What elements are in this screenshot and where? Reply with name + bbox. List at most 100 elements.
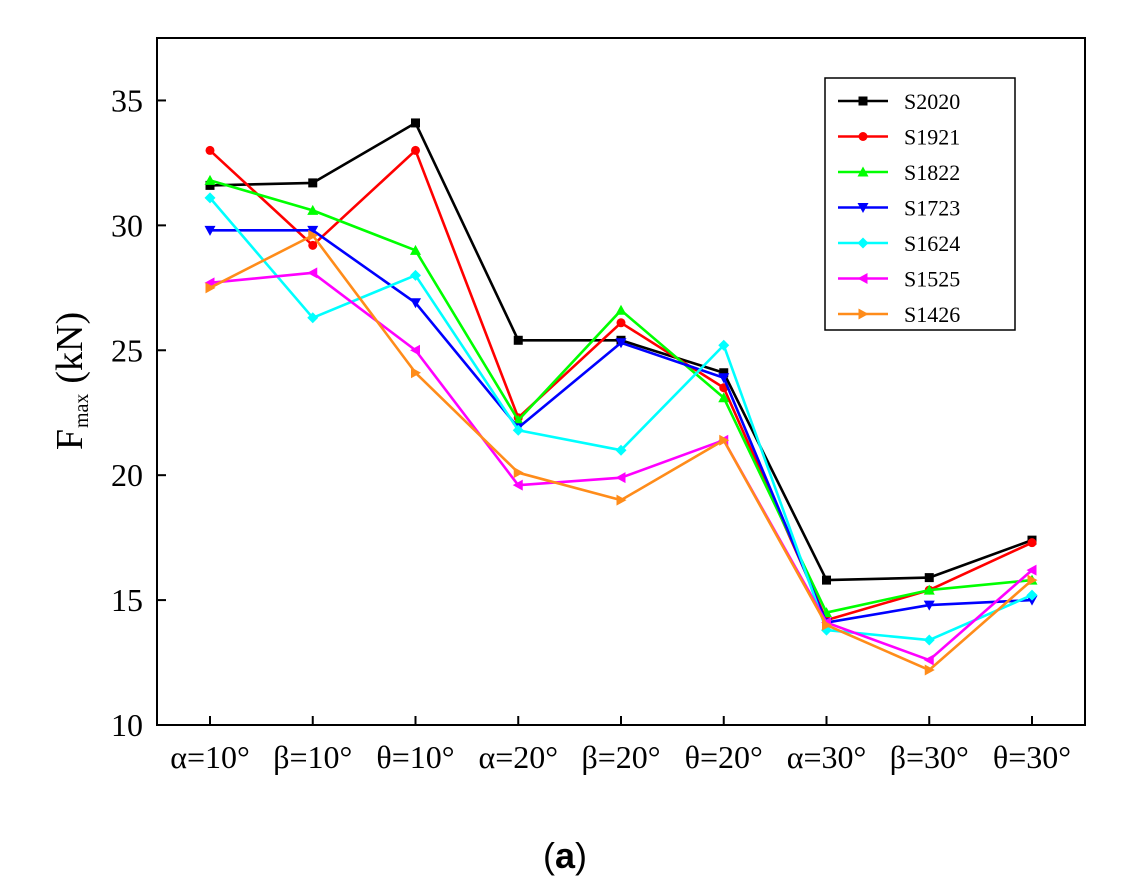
data-point [923,584,935,595]
legend-item: S1426 [838,302,960,327]
data-point [205,180,215,190]
data-point [204,174,216,185]
data-point [1026,564,1037,576]
legend-marker [858,132,868,141]
y-tick-label: 35 [111,82,143,118]
data-point [410,269,421,281]
x-tick-label: β=10° [273,739,352,775]
data-point [718,373,730,384]
data-point [615,338,627,349]
y-axis-title-subscript: max [71,394,93,428]
data-point [512,479,523,491]
data-point [411,145,420,155]
series-layer [204,118,1038,676]
data-point [410,298,421,309]
panel-label-letter: a [555,835,576,876]
legend-label: S1525 [904,267,960,292]
x-tick-label: θ=30° [993,739,1071,775]
x-tick-label: α=30° [787,739,867,775]
data-point [307,312,319,324]
legend-label: S1822 [904,160,960,185]
data-point [411,367,421,379]
y-axis: 10 15 20 25 30 35 [111,82,166,743]
y-tick-label: 15 [111,582,143,618]
data-point [923,600,935,611]
legend-item: S1525 [838,267,960,292]
legend-item: S1822 [838,160,960,185]
data-point [615,304,627,315]
data-point [1027,538,1037,548]
y-axis-title-unit: (kN) [49,312,91,384]
data-point [308,178,318,188]
data-point [822,619,832,631]
data-point [718,339,730,351]
legend-item: S1921 [838,125,960,150]
data-point [718,392,730,403]
legend-label: S1723 [904,196,960,221]
legend-label: S1921 [904,125,960,150]
legend-box [824,77,1016,331]
data-point [308,229,319,241]
y-tick-label: 25 [111,332,143,368]
x-tick-label: β=20° [581,739,660,775]
data-point [615,472,626,484]
legend-marker [857,166,869,177]
data-point [923,634,935,646]
data-point [615,444,627,456]
data-point [1027,574,1038,586]
x-tick-label: θ=20° [685,739,763,775]
data-point [719,368,729,378]
x-tick-label: α=20° [478,739,558,775]
data-point [512,424,524,436]
data-point [204,192,216,204]
series-S1624 [204,192,1038,646]
legend-label: S1624 [904,231,960,256]
x-tick-label: α=10° [170,739,250,775]
data-point [513,335,523,345]
legend-marker [857,237,869,249]
legend-marker [858,96,868,106]
y-tick-label: 10 [111,707,143,743]
data-point [822,575,831,585]
data-point [924,573,934,583]
x-axis: α=10° β=10° θ=10° α=20° β=20° θ=20° α=30° β=30°… [170,716,1071,775]
data-point [204,225,216,236]
data-point [205,145,215,155]
legend-label: S1426 [904,302,960,327]
legend-item: S2020 [838,89,960,114]
y-axis-title: Fmax (kN) [49,312,93,450]
legend-marker [857,273,868,284]
data-point [512,414,524,425]
legend-marker [858,308,869,320]
data-point [410,244,421,255]
series-line [209,271,1033,662]
data-point [923,654,934,666]
data-point [616,318,626,328]
data-point [513,467,524,479]
y-tick-label: 20 [111,457,143,493]
x-tick-label: β=30° [890,739,969,775]
data-point [308,240,318,250]
legend-item: S1723 [838,196,960,221]
legend: S2020 S1921 S1822 S1723 S1624 S1525 S1426 [824,77,1016,331]
data-point [616,494,627,506]
panel-label-close: ) [575,835,587,876]
data-point [719,434,730,446]
panel-label-open: ( [543,835,555,876]
data-point [307,267,318,279]
data-point [1026,589,1038,601]
data-point [205,282,216,294]
series-S1426 [205,229,1038,676]
legend-marker [857,203,869,213]
data-point [924,664,935,676]
panel-label: (a) [543,835,587,876]
legend-item: S1624 [838,231,960,256]
data-point [307,204,319,215]
x-tick-label: θ=10° [376,739,454,775]
legend-label: S2020 [904,89,960,114]
y-axis-title-main: F [49,429,91,450]
data-point [307,225,319,236]
y-tick-label: 30 [111,207,143,243]
data-point [411,118,420,128]
